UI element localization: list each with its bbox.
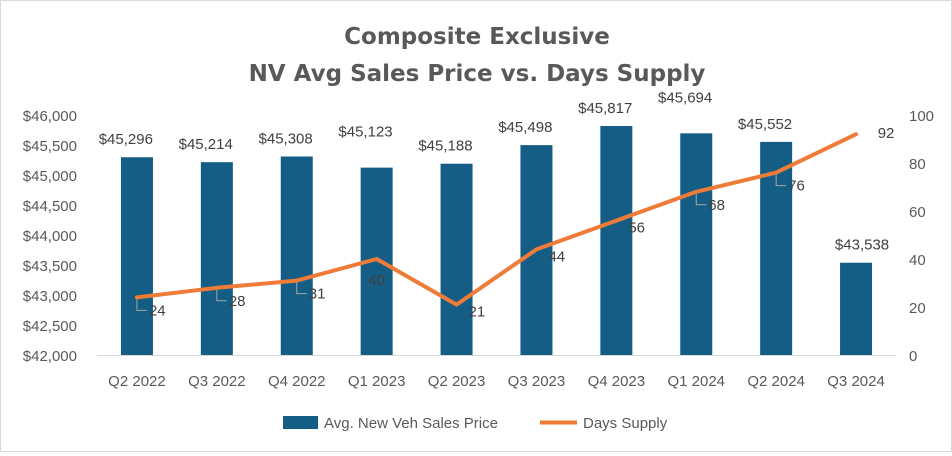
bar-data-label: $45,552 <box>738 116 792 133</box>
data-label-leader-line <box>216 289 227 302</box>
y-left-tick-label: $43,500 <box>23 258 77 275</box>
x-tick-label: Q4 2022 <box>268 373 326 390</box>
bar <box>280 156 313 355</box>
bar <box>680 133 713 355</box>
bar-data-label: $45,308 <box>259 131 313 148</box>
y-left-tick-label: $45,000 <box>23 168 77 185</box>
line-data-label: 40 <box>368 272 385 289</box>
bar-data-label: $45,694 <box>658 89 712 106</box>
y-right-tick-label: 40 <box>909 252 926 269</box>
data-label-leader-line <box>136 299 147 311</box>
x-tick-label: Q4 2023 <box>588 373 646 390</box>
line-data-label: 44 <box>548 248 565 265</box>
legend-label: Avg. New Veh Sales Price <box>324 415 498 432</box>
bar-data-label: $45,214 <box>179 136 233 153</box>
y-right-tick-label: 80 <box>909 156 926 173</box>
bar <box>120 157 153 355</box>
legend-swatch-bar <box>283 416 318 429</box>
y-right-tick-label: 60 <box>909 204 926 221</box>
bar <box>200 162 233 355</box>
y-left-tick-label: $42,500 <box>23 318 77 335</box>
y-left-tick-label: $44,500 <box>23 198 77 215</box>
line-data-label: 28 <box>229 293 246 310</box>
y-right-tick-label: 100 <box>909 108 934 125</box>
bar <box>600 125 633 355</box>
y-left-tick-label: $45,500 <box>23 138 77 155</box>
y-right-tick-label: 0 <box>909 348 917 365</box>
x-tick-label: Q2 2022 <box>108 373 166 390</box>
line-data-label: 31 <box>309 286 326 303</box>
bar <box>440 163 473 355</box>
data-label-leader-line <box>775 174 787 187</box>
bar-data-label: $45,296 <box>99 131 153 148</box>
x-tick-label: Q1 2024 <box>667 373 725 390</box>
bar-data-label: $45,123 <box>338 124 392 141</box>
data-label-leader-line <box>296 282 307 295</box>
line-data-label: 92 <box>878 125 895 142</box>
chart-title-line: Composite Exclusive <box>344 24 610 50</box>
days-supply-line <box>134 132 859 307</box>
line-data-label: 24 <box>149 302 166 319</box>
bar <box>840 262 873 355</box>
y-left-tick-label: $44,000 <box>23 228 77 245</box>
line-data-label: 76 <box>788 178 805 195</box>
line-data-label: 56 <box>628 220 645 237</box>
x-tick-label: Q3 2024 <box>827 373 885 390</box>
x-tick-label: Q2 2024 <box>747 373 805 390</box>
x-tick-label: Q1 2023 <box>348 373 406 390</box>
bar-data-label: $43,538 <box>835 237 889 254</box>
x-tick-label: Q3 2022 <box>188 373 246 390</box>
bar-data-label: $45,498 <box>498 119 552 136</box>
x-tick-label: Q3 2023 <box>508 373 566 390</box>
y-left-tick-label: $43,000 <box>23 288 77 305</box>
data-label-leader-line <box>695 193 707 206</box>
x-tick-label: Q2 2023 <box>428 373 486 390</box>
y-left-tick-label: $42,000 <box>23 348 77 365</box>
y-right-tick-label: 20 <box>909 300 926 317</box>
bar-data-label: $45,188 <box>418 138 472 155</box>
line-data-label: 21 <box>469 304 486 321</box>
y-left-tick-label: $46,000 <box>23 108 77 125</box>
bar-data-label: $45,817 <box>578 100 632 117</box>
legend-label: Days Supply <box>583 415 668 432</box>
line-data-label: 68 <box>708 197 725 214</box>
chart-title-line: NV Avg Sales Price vs. Days Supply <box>249 61 706 87</box>
